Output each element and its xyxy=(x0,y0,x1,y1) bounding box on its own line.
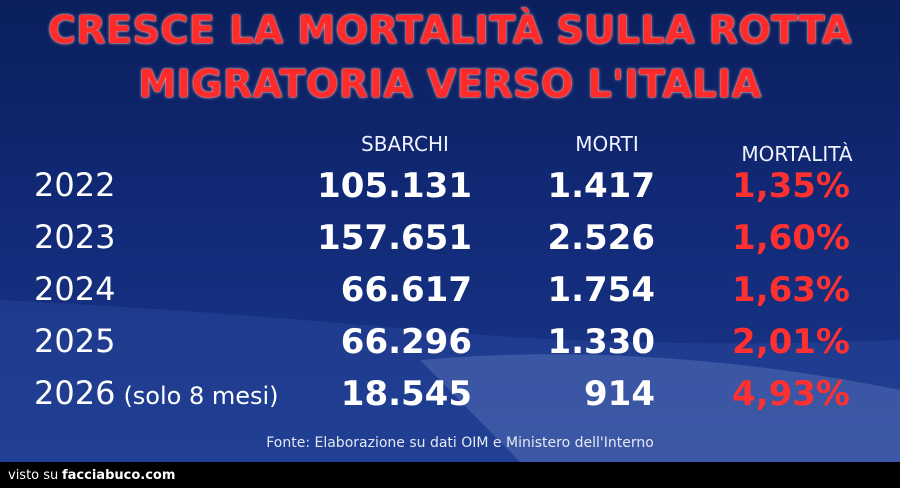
year-cell: 2025 xyxy=(34,322,115,360)
year-note: (solo 8 mesi) xyxy=(123,382,279,410)
year-cell: 2023 xyxy=(34,218,115,256)
footer-site: facciabuco.com xyxy=(62,468,176,483)
morti-cell: 1.754 xyxy=(547,270,655,310)
year-cell: 2024 xyxy=(34,270,115,308)
morti-cell: 914 xyxy=(584,374,655,414)
source-note: Fonte: Elaborazione su dati OIM e Minist… xyxy=(266,435,654,451)
title-line: MIGRATORIA VERSO L'ITALIA xyxy=(138,62,762,106)
background xyxy=(0,300,900,462)
sbarchi-cell: 66.617 xyxy=(340,270,472,310)
mortalita-cell: 1,63% xyxy=(732,270,850,310)
mortalita-cell: 1,35% xyxy=(732,166,850,206)
column-header: MORTALITÀ xyxy=(741,142,853,166)
footer-bar: visto su facciabuco.com xyxy=(0,462,900,488)
sbarchi-cell: 66.296 xyxy=(340,322,472,362)
year: 2026 xyxy=(34,374,116,412)
year: 2024 xyxy=(34,270,116,308)
year-cell: 2022 xyxy=(34,166,115,204)
footer-prefix: visto su xyxy=(8,468,59,483)
table-row: 2025 66.296 1.330 2,01% xyxy=(0,322,900,372)
year-cell: 2026 (solo 8 mesi) xyxy=(34,374,279,412)
morti-cell: 1.330 xyxy=(547,322,655,362)
sbarchi-cell: 157.651 xyxy=(317,218,472,258)
column-header: MORTI xyxy=(575,132,639,156)
year: 2023 xyxy=(34,218,116,256)
morti-cell: 1.417 xyxy=(547,166,655,206)
table-row: 2024 66.617 1.754 1,63% xyxy=(0,270,900,320)
mortalita-cell: 2,01% xyxy=(732,322,850,362)
sbarchi-cell: 18.545 xyxy=(340,374,472,414)
year: 2025 xyxy=(34,322,116,360)
sbarchi-cell: 105.131 xyxy=(317,166,472,206)
mortalita-cell: 4,93% xyxy=(732,374,850,414)
mortalita-cell: 1,60% xyxy=(732,218,850,258)
table-row: 2026 (solo 8 mesi) 18.545 914 4,93% xyxy=(0,374,900,424)
column-header: SBARCHI xyxy=(361,132,449,156)
morti-cell: 2.526 xyxy=(547,218,655,258)
year: 2022 xyxy=(34,166,116,204)
title-line: CRESCE LA MORTALITÀ SULLA ROTTA xyxy=(48,8,852,52)
table-row: 2022 105.131 1.417 1,35% xyxy=(0,166,900,216)
table-row: 2023 157.651 2.526 1,60% xyxy=(0,218,900,268)
